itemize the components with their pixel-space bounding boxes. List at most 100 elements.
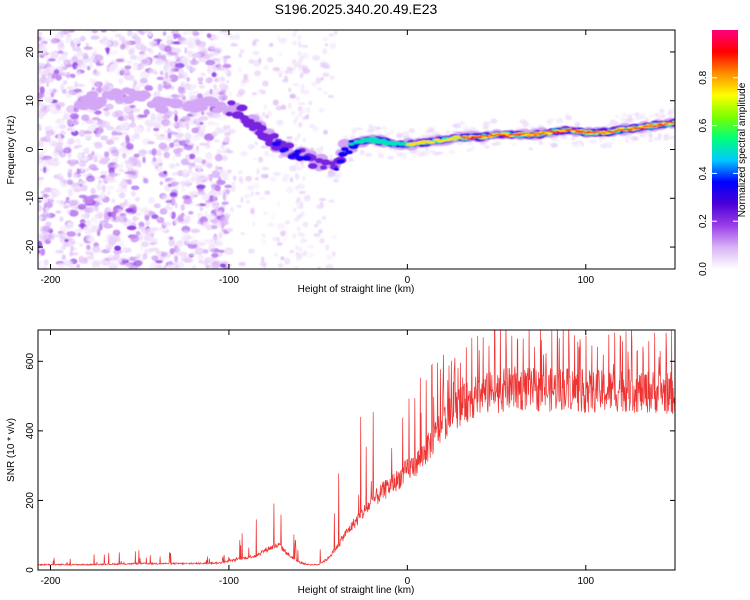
heat-blob [239,49,244,54]
heat-blob [223,124,228,131]
heat-blob [51,142,59,147]
heat-blob [69,250,73,258]
heat-blob [254,176,259,181]
ridge-mark [345,149,354,155]
heat-blob [334,30,338,35]
heat-blob [69,113,80,120]
heat-blob [49,196,54,201]
ridge-mark [556,131,563,134]
heat-blob [188,252,198,256]
heat-blob [94,220,99,226]
ridge-mark [575,130,582,132]
heat-blob [325,263,334,269]
heat-blob [66,119,73,126]
heat-blob [129,122,137,128]
heat-blob [41,69,49,76]
heat-blob [68,168,73,173]
heat-blob [45,206,49,212]
heat-blob [226,169,232,174]
heat-blob [605,141,613,145]
heat-blob [38,31,43,36]
heat-blob [139,246,143,250]
ridge-mark [563,129,568,131]
heat-blob [261,233,266,238]
heat-blob [213,139,221,143]
heat-blob [272,171,281,177]
heat-blob [216,179,226,186]
heat-blob [106,125,115,131]
heat-blob [648,138,653,143]
heat-blob [302,116,307,121]
heat-blob [163,65,168,72]
heat-blob [68,30,75,33]
heat-blob [112,229,121,236]
heat-blob [324,244,330,251]
colorbar-tick-label: 0.0 [698,262,709,276]
heat-blob [214,153,223,162]
heat-blob [137,233,144,242]
heat-blob [39,235,49,240]
heat-blob [46,64,55,71]
heat-blob [186,77,190,82]
heat-blob [238,66,243,73]
heat-blob [78,129,86,137]
heat-blob [260,145,269,149]
heat-blob [141,59,148,64]
heat-blob [148,197,155,204]
heat-blob [217,114,227,121]
heat-blob [310,81,318,87]
heat-blob [124,65,132,70]
heat-blob [126,225,137,231]
heat-blob [240,231,246,236]
heat-blob [48,103,55,111]
heat-blob [147,237,158,243]
snr-x-label: Height of straight line (km) [298,585,415,596]
heat-blob [159,133,166,137]
heat-blob [44,126,49,130]
ridge-mark [265,140,275,147]
heat-blob [78,256,87,264]
heat-blob [218,95,223,101]
heat-blob [49,51,58,58]
heat-blob [174,114,178,123]
heat-blob [281,176,289,183]
heat-blob [292,66,296,72]
heat-blob [106,185,115,191]
x-tick-label: 100 [577,275,594,286]
heat-blob [146,127,151,133]
heat-blob [252,50,260,56]
heat-blob [633,136,640,141]
heat-blob [150,40,156,48]
heat-blob [173,33,178,40]
heat-blob [54,124,59,131]
y-tick-label: 400 [25,422,36,439]
heat-blob [456,141,465,146]
heat-blob [367,128,375,133]
heat-blob [167,127,171,134]
heat-blob [109,261,117,268]
heat-blob [85,167,90,172]
heat-blob [81,114,90,122]
heat-blob [286,136,293,140]
heat-blob [72,46,82,52]
heat-blob [344,156,351,160]
ridge-mark [492,135,497,137]
heat-blob [75,70,82,76]
heat-blob [196,242,206,247]
heat-blob [125,208,134,213]
heat-blob [276,236,280,242]
ridge-mark [552,132,558,134]
heat-blob [301,232,306,238]
ridge-mark [429,141,436,144]
ridge-mark [157,105,169,114]
heat-blob [140,45,148,52]
heat-blob [466,148,472,152]
heat-blob [222,192,227,201]
heat-blob [263,150,270,157]
heat-blob [100,191,106,199]
heat-blob [126,114,134,120]
heat-blob [133,126,143,133]
heat-blob [169,247,175,255]
heat-blob [204,256,215,262]
heat-blob [300,238,305,244]
